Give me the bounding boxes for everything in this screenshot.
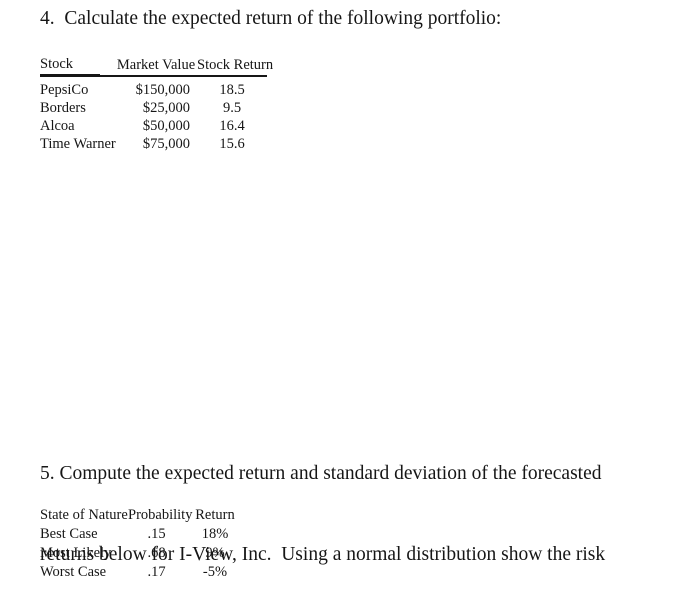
- state-cell: Most Likely: [40, 545, 112, 561]
- portfolio-table-header-row: Stock Market Value Stock Return: [40, 54, 274, 76]
- problem4-title: 4. Calculate the expected return of the …: [40, 8, 502, 29]
- stock-name-cell: Time Warner: [40, 136, 116, 152]
- stock-name-cell: PepsiCo: [40, 82, 89, 98]
- forecast-header-return: Return: [195, 507, 235, 523]
- table-row: Alcoa $50,000 16.4: [40, 117, 267, 135]
- forecast-table: State of Nature Probability Return Best …: [40, 506, 245, 582]
- portfolio-header-stock: Stock: [40, 54, 115, 76]
- forecast-header-probability: Probability: [128, 507, 193, 523]
- stock-return-cell: 18.5: [219, 82, 245, 98]
- table-row: Most Likely .68 9%: [40, 544, 245, 563]
- return-cell: 9%: [205, 545, 225, 561]
- market-value-cell: $25,000: [142, 100, 190, 116]
- problem5-text: 5. Compute the expected return and stand…: [40, 406, 605, 590]
- return-cell: 18%: [201, 526, 229, 542]
- table-row: Best Case .15 18%: [40, 525, 245, 544]
- table-row: Time Warner $75,000 15.6: [40, 135, 267, 153]
- state-cell: Worst Case: [40, 564, 107, 580]
- probability-cell: .68: [147, 545, 166, 561]
- table-row: Worst Case .17 -5%: [40, 563, 245, 582]
- portfolio-header-stock-return: Stock Return: [197, 57, 274, 73]
- return-cell: -5%: [202, 564, 228, 580]
- state-cell: Best Case: [40, 526, 98, 542]
- problem5-text-line: returns below for I-View, Inc. Using a n…: [40, 544, 606, 565]
- market-value-cell: $150,000: [135, 82, 190, 98]
- table-row: Borders $25,000 9.5: [40, 99, 267, 117]
- stock-name-cell: Alcoa: [40, 118, 75, 134]
- forecast-header-state: State of Nature: [40, 507, 128, 523]
- stock-return-cell: 16.4: [219, 118, 245, 134]
- portfolio-header-market-value: Market Value: [116, 57, 196, 73]
- forecast-table-header-row: State of Nature Probability Return: [40, 506, 245, 525]
- portfolio-table: Stock Market Value Stock Return PepsiCo …: [40, 54, 274, 153]
- probability-cell: .15: [147, 526, 166, 542]
- stock-name-cell: Borders: [40, 100, 86, 116]
- probability-cell: .17: [147, 564, 166, 580]
- market-value-cell: $50,000: [142, 118, 190, 134]
- stock-return-cell: 15.6: [219, 136, 245, 152]
- table-row: PepsiCo $150,000 18.5: [40, 76, 267, 99]
- market-value-cell: $75,000: [142, 136, 190, 152]
- problem5-text-line: 5. Compute the expected return and stand…: [40, 463, 602, 484]
- stock-return-cell: 9.5: [222, 100, 242, 116]
